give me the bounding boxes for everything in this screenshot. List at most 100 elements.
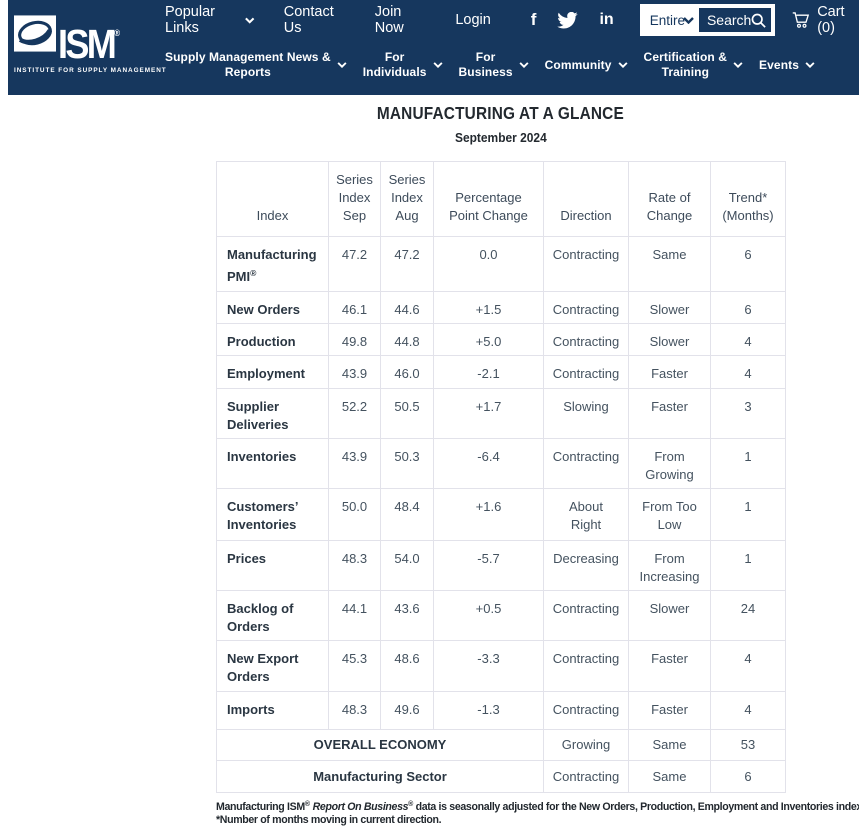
- col-header-rate-of-change: Rate of Change: [628, 161, 711, 237]
- nav-label: For Individuals: [362, 50, 427, 79]
- cell-rate: From Too Low: [628, 488, 711, 541]
- cell-trend: 6: [710, 291, 786, 324]
- nav-label: Popular Links: [165, 4, 215, 36]
- cell-trend: 1: [710, 540, 786, 591]
- cell-series-sep: 45.3: [328, 640, 381, 692]
- cell-series-sep: 48.3: [328, 691, 381, 730]
- ism-logo[interactable]: ISM® INSTITUTE FOR SUPPLY MANAGEMENT: [14, 15, 166, 74]
- cell-series-sep: 52.2: [328, 388, 381, 439]
- nav-label: Join Now: [374, 4, 404, 36]
- cell-direction: Contracting: [543, 236, 629, 292]
- cell-series-sep: 50.0: [328, 488, 381, 541]
- cell-direction: Contracting: [543, 323, 629, 356]
- search-button[interactable]: Search: [696, 6, 774, 34]
- cell-series-sep: 47.2: [328, 236, 381, 292]
- social-links: f in: [531, 10, 614, 30]
- cell-series-aug: 48.4: [380, 488, 434, 541]
- cell-rate: Same: [628, 760, 711, 793]
- summary-label: OVERALL ECONOMY: [216, 729, 544, 761]
- registered-mark: ®: [114, 28, 121, 38]
- cell-series-aug: 54.0: [380, 540, 434, 591]
- cell-rate: Slower: [628, 291, 711, 324]
- cell-trend: 1: [710, 438, 786, 489]
- cell-change: -6.4: [433, 438, 544, 489]
- registered-mark: ®: [304, 801, 310, 808]
- cell-direction: Contracting: [543, 691, 629, 730]
- cell-series-sep: 44.1: [328, 590, 381, 641]
- nav-item-events[interactable]: Events: [759, 58, 815, 73]
- search-icon: [751, 13, 767, 28]
- nav-label: For Business: [458, 50, 513, 79]
- cell-trend: 53: [710, 729, 786, 761]
- cell-rate: Slower: [628, 323, 711, 356]
- cell-direction: Contracting: [543, 291, 629, 324]
- cell-change: +1.7: [433, 388, 544, 439]
- cell-trend: 6: [710, 236, 786, 292]
- nav-item-certification-training[interactable]: Certification & Training: [644, 50, 744, 80]
- ism-globe-icon: [14, 15, 56, 52]
- cell-series-aug: 46.0: [380, 355, 434, 389]
- cell-change: -3.3: [433, 640, 544, 692]
- nav-item-for-individuals[interactable]: For Individuals: [363, 50, 443, 80]
- search-scope-select[interactable]: Entire: [641, 6, 697, 34]
- cell-direction: About Right: [543, 488, 629, 541]
- cell-rate: From Growing: [628, 438, 711, 489]
- row-label: Manufacturing PMI®: [216, 236, 329, 292]
- cell-series-aug: 47.2: [380, 236, 434, 292]
- cell-rate: Faster: [628, 355, 711, 389]
- table-row-supplier-deliveries: Supplier Deliveries 52.2 50.5 +1.7 Slowi…: [216, 388, 786, 439]
- nav-item-for-business[interactable]: For Business: [459, 50, 529, 80]
- row-label: New Export Orders: [216, 640, 329, 692]
- cell-series-aug: 44.8: [380, 323, 434, 356]
- cell-series-sep: 46.1: [328, 291, 381, 324]
- footnote-line1: Manufacturing ISM® Report On Business® da…: [216, 801, 859, 813]
- col-header-direction: Direction: [543, 161, 629, 237]
- row-label: Backlog of Orders: [216, 590, 329, 641]
- summary-label: Manufacturing Sector: [216, 760, 544, 793]
- chevron-down-icon: [733, 62, 743, 68]
- facebook-icon[interactable]: f: [530, 10, 537, 29]
- twitter-icon[interactable]: [557, 11, 579, 29]
- nav-label: Login: [455, 12, 491, 28]
- cell-series-aug: 50.5: [380, 388, 434, 439]
- main-nav: Supply Management News & Reports For Ind…: [165, 40, 815, 90]
- cart-button[interactable]: Cart (0): [792, 4, 859, 36]
- site-header: ISM® INSTITUTE FOR SUPPLY MANAGEMENT Pop…: [8, 0, 859, 95]
- table-row-backlog-of-orders: Backlog of Orders 44.1 43.6 +0.5 Contrac…: [216, 590, 786, 641]
- search-control: Entire Search: [639, 4, 776, 36]
- chevron-down-icon: [245, 17, 255, 24]
- cell-series-sep: 43.9: [328, 438, 381, 489]
- table-row-manufacturing-sector: Manufacturing Sector Contracting Same 6: [216, 760, 786, 793]
- nav-login[interactable]: Login: [455, 12, 490, 28]
- cell-change: -2.1: [433, 355, 544, 389]
- nav-popular-links[interactable]: Popular Links: [165, 4, 255, 36]
- cart-icon: [793, 12, 810, 28]
- cell-direction: Contracting: [543, 590, 629, 641]
- nav-label: Events: [759, 57, 799, 72]
- table-row-new-orders: New Orders 46.1 44.6 +1.5 Contracting Sl…: [216, 291, 786, 324]
- linkedin-icon[interactable]: in: [599, 11, 614, 28]
- col-header-trend-months: Trend* (Months): [710, 161, 786, 237]
- table-row-manufacturing-pmi: Manufacturing PMI® 47.2 47.2 0.0 Contrac…: [216, 236, 786, 292]
- table-row-inventories: Inventories 43.9 50.3 -6.4 Contracting F…: [216, 438, 786, 489]
- nav-contact-us[interactable]: Contact Us: [284, 4, 346, 36]
- cell-trend: 24: [710, 590, 786, 641]
- cell-rate: From Increasing: [628, 540, 711, 591]
- cell-direction: Contracting: [543, 355, 629, 389]
- cell-rate: Faster: [628, 388, 711, 439]
- row-label: Employment: [216, 355, 329, 389]
- nav-item-community[interactable]: Community: [545, 58, 628, 73]
- row-label: Inventories: [216, 438, 329, 489]
- cell-direction: Decreasing: [543, 540, 629, 591]
- cell-trend: 4: [710, 323, 786, 356]
- nav-label: Supply Management News & Reports: [165, 50, 331, 79]
- chevron-down-icon: [519, 62, 529, 68]
- table-row-customers-inventories: Customers’ Inventories 50.0 48.4 +1.6 Ab…: [216, 488, 786, 541]
- cell-series-aug: 44.6: [380, 291, 434, 324]
- registered-mark: ®: [408, 801, 413, 808]
- cell-series-sep: 49.8: [328, 323, 381, 356]
- nav-item-supply-management-news-reports[interactable]: Supply Management News & Reports: [165, 50, 347, 80]
- cell-direction: Contracting: [543, 438, 629, 489]
- cell-change: -5.7: [433, 540, 544, 591]
- nav-join-now[interactable]: Join Now: [375, 4, 427, 36]
